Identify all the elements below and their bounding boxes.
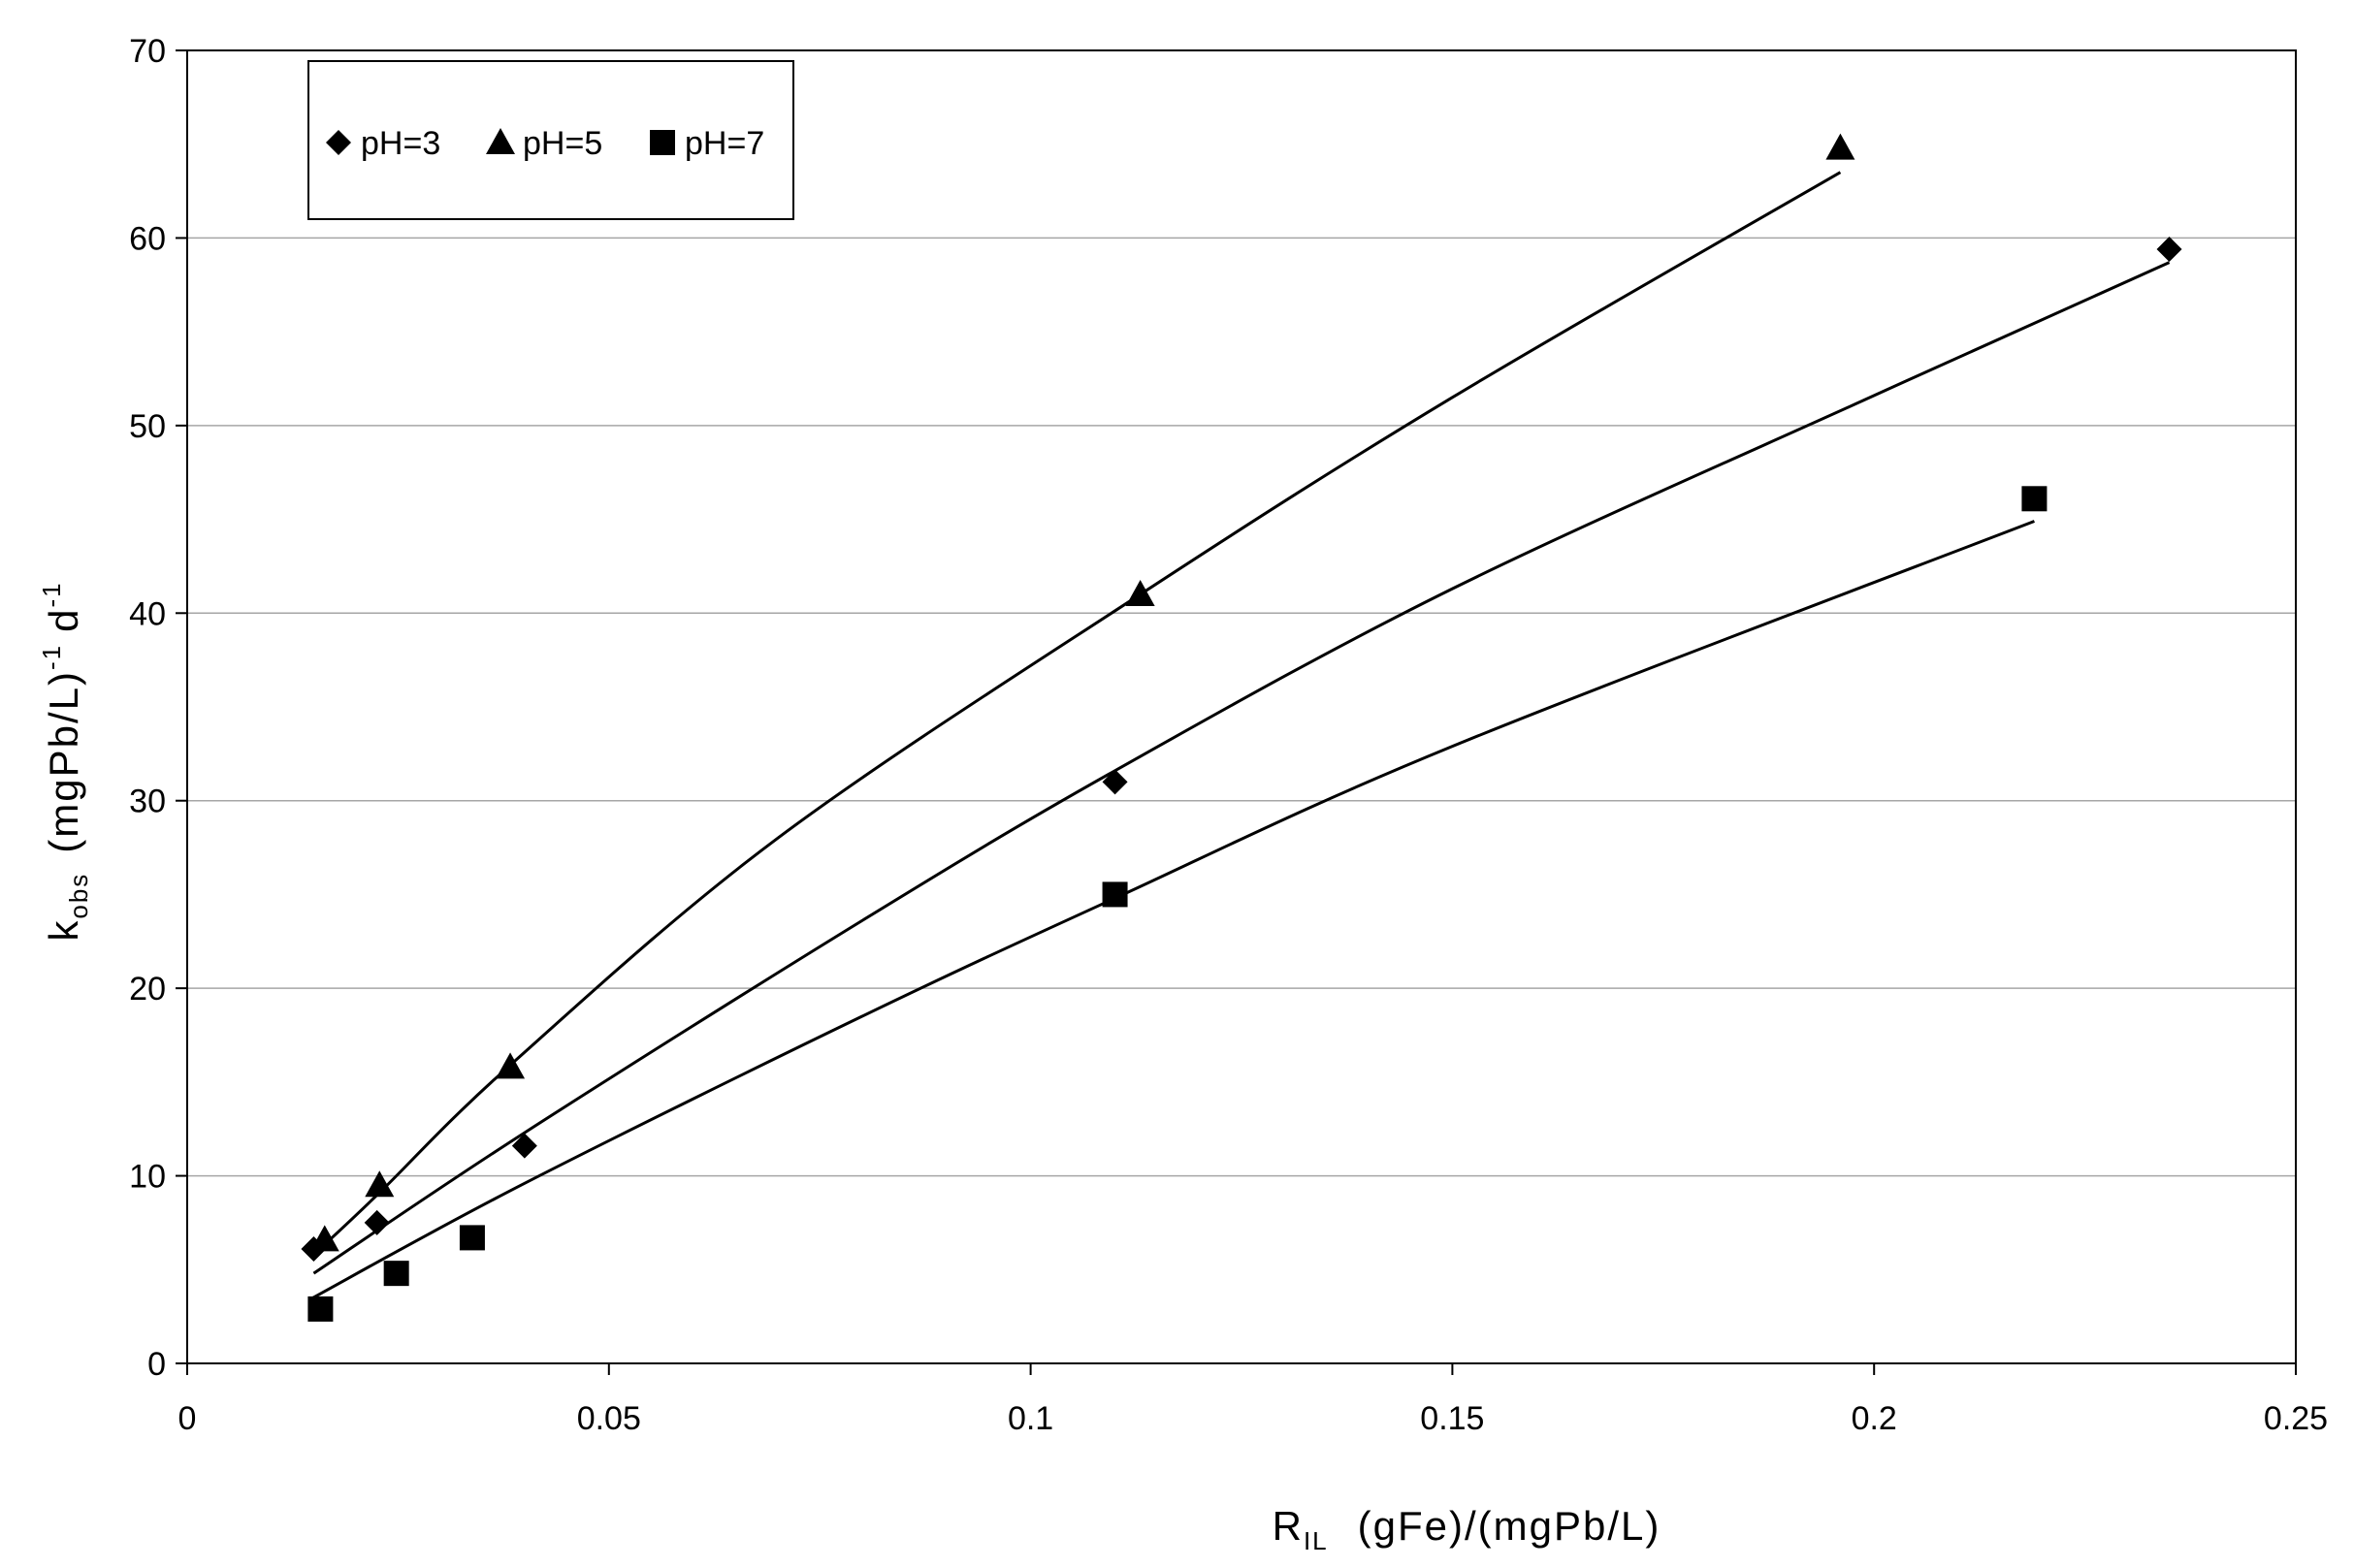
x-axis-title: RIL (gFe)/(mgPb/L) [1273,1503,1661,1555]
data-point-ph-5-3 [1125,579,1155,606]
data-point-ph-3-2 [511,1133,537,1159]
legend: pH=3 pH=5 pH=7 [307,60,794,220]
x-tick-label: 0.2 [1852,1400,1897,1437]
y-axis-title-sub: obs [64,873,93,919]
data-markers [301,133,2182,1322]
y-axis-title-main: k [41,919,86,942]
data-point-ph-5-4 [1825,133,1855,160]
legend-items: pH=3 pH=5 pH=7 [326,125,764,162]
axes: 0 10 20 30 40 50 60 70 0 0.05 0.1 0.15 0.2 0.25 [129,33,2328,1437]
y-tick-label: 20 [129,971,166,1008]
legend-marker-ph-7 [650,130,675,155]
trendline-ph-3 [312,261,2171,1275]
y-tick-label: 60 [129,220,166,257]
x-tick-label: 0.25 [2264,1400,2328,1437]
x-tick-label: 0.05 [577,1400,641,1437]
x-tick-label: 0 [178,1400,197,1437]
x-axis-title-sub: IL [1304,1526,1329,1555]
legend-label-ph-7: pH=7 [685,125,764,162]
y-tick-label: 0 [147,1346,166,1383]
y-axis-title-rest2: d [41,608,86,632]
y-tick-label: 50 [129,408,166,445]
trendline-ph-7 [308,520,2035,1301]
data-point-ph-7-4 [2021,486,2048,512]
trendline-ph-5 [316,171,1842,1253]
y-axis-title-rest: (mgPb/L) [41,670,86,853]
data-point-ph-3-3 [1102,769,1128,795]
y-tick-label: 70 [129,33,166,70]
legend-label-ph-3: pH=3 [361,125,440,162]
x-axis-title-rest: (gFe)/(mgPb/L) [1358,1503,1661,1549]
gridlines [187,237,2296,1177]
data-point-ph-7-1 [383,1261,409,1287]
y-axis-title-sup1: -1 [37,644,66,670]
data-point-ph-5-0 [309,1225,339,1252]
data-point-ph-7-3 [1102,881,1128,908]
y-tick-label: 40 [129,595,166,632]
x-tick-label: 0.1 [1008,1400,1053,1437]
x-tick-label: 0.15 [1420,1400,1484,1437]
legend-label-ph-5: pH=5 [523,125,602,162]
data-point-ph-3-1 [364,1209,390,1235]
x-axis-title-main: R [1273,1503,1304,1549]
data-point-ph-5-2 [496,1052,526,1079]
data-point-ph-3-4 [2156,237,2182,263]
data-point-ph-5-1 [365,1170,395,1198]
trendlines [308,171,2171,1301]
legend-box [307,60,794,220]
y-tick-label: 10 [129,1159,166,1196]
legend-marker-ph-5 [486,128,515,154]
y-tick-label: 30 [129,784,166,820]
data-point-ph-7-2 [459,1225,485,1251]
legend-marker-ph-3 [326,130,351,155]
y-axis-title-sup2: -1 [37,581,66,607]
plot-area-frame [186,49,2297,1364]
y-axis-title: kobs(mgPb/L)-1d-1 [37,581,93,941]
data-point-ph-7-0 [307,1296,334,1322]
